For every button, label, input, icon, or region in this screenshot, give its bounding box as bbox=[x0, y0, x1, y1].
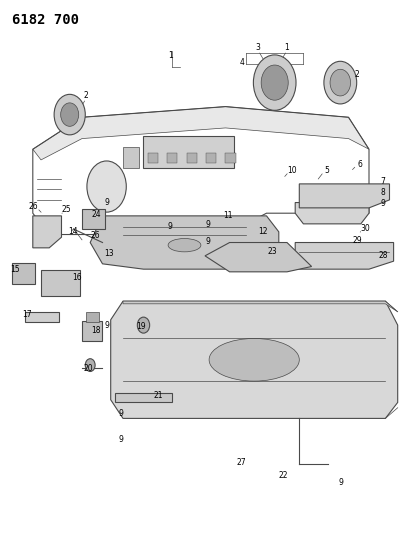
FancyBboxPatch shape bbox=[186, 153, 196, 163]
Text: 9: 9 bbox=[205, 221, 210, 229]
Text: 10: 10 bbox=[286, 166, 296, 175]
Circle shape bbox=[54, 94, 85, 135]
Polygon shape bbox=[294, 243, 393, 269]
Text: 19: 19 bbox=[136, 322, 146, 330]
FancyBboxPatch shape bbox=[167, 153, 177, 163]
Text: 26: 26 bbox=[29, 203, 38, 211]
Text: 16: 16 bbox=[72, 273, 82, 281]
Text: 18: 18 bbox=[91, 326, 101, 335]
Text: 26: 26 bbox=[90, 231, 100, 240]
Circle shape bbox=[85, 359, 95, 372]
Text: 9: 9 bbox=[104, 198, 109, 206]
Polygon shape bbox=[90, 216, 278, 269]
Text: 3: 3 bbox=[255, 44, 260, 52]
Text: 2: 2 bbox=[83, 92, 88, 100]
FancyBboxPatch shape bbox=[115, 393, 172, 402]
Circle shape bbox=[329, 69, 350, 96]
Text: 17: 17 bbox=[22, 310, 31, 319]
Text: 8: 8 bbox=[380, 189, 384, 197]
Polygon shape bbox=[204, 243, 311, 272]
Polygon shape bbox=[123, 301, 397, 312]
FancyBboxPatch shape bbox=[12, 263, 35, 284]
Text: 24: 24 bbox=[92, 210, 101, 219]
Text: 4: 4 bbox=[239, 59, 244, 67]
Circle shape bbox=[253, 55, 295, 110]
Text: 25: 25 bbox=[61, 205, 71, 214]
FancyBboxPatch shape bbox=[147, 153, 157, 163]
FancyBboxPatch shape bbox=[86, 312, 99, 322]
Text: 29: 29 bbox=[352, 237, 362, 245]
Text: 5: 5 bbox=[324, 166, 328, 175]
Circle shape bbox=[61, 103, 79, 126]
Text: 22: 22 bbox=[277, 471, 287, 480]
Text: 12: 12 bbox=[258, 228, 267, 236]
Ellipse shape bbox=[168, 239, 200, 252]
Text: 11: 11 bbox=[222, 212, 232, 220]
Text: 2: 2 bbox=[353, 70, 358, 79]
Text: 6182 700: 6182 700 bbox=[12, 13, 79, 27]
FancyBboxPatch shape bbox=[225, 153, 235, 163]
Text: 23: 23 bbox=[267, 247, 277, 256]
Ellipse shape bbox=[209, 338, 299, 381]
Polygon shape bbox=[33, 107, 368, 160]
Text: 15: 15 bbox=[10, 265, 20, 273]
Text: 9: 9 bbox=[205, 237, 210, 246]
FancyBboxPatch shape bbox=[123, 147, 139, 168]
Text: 30: 30 bbox=[359, 224, 369, 232]
Text: 27: 27 bbox=[236, 458, 245, 467]
FancyBboxPatch shape bbox=[25, 312, 59, 322]
Text: 6: 6 bbox=[357, 160, 362, 168]
Text: 9: 9 bbox=[118, 409, 123, 417]
Polygon shape bbox=[294, 203, 368, 224]
Text: 14: 14 bbox=[68, 228, 78, 236]
Text: 9: 9 bbox=[380, 199, 384, 208]
Polygon shape bbox=[33, 216, 61, 248]
Text: 21: 21 bbox=[153, 391, 162, 400]
FancyBboxPatch shape bbox=[205, 153, 216, 163]
Text: 9: 9 bbox=[338, 478, 343, 487]
FancyBboxPatch shape bbox=[143, 136, 233, 168]
Circle shape bbox=[87, 161, 126, 212]
Text: 28: 28 bbox=[378, 252, 387, 260]
Text: 13: 13 bbox=[103, 249, 113, 257]
Polygon shape bbox=[299, 184, 389, 208]
Text: 7: 7 bbox=[380, 177, 384, 185]
Text: 20: 20 bbox=[83, 365, 93, 373]
Circle shape bbox=[323, 61, 356, 104]
Circle shape bbox=[137, 317, 149, 333]
Text: 9: 9 bbox=[167, 222, 172, 231]
Polygon shape bbox=[110, 301, 397, 418]
Text: 1: 1 bbox=[284, 44, 289, 52]
FancyBboxPatch shape bbox=[41, 270, 80, 296]
Text: 1: 1 bbox=[167, 52, 172, 60]
Text: 9: 9 bbox=[104, 321, 109, 329]
Text: 9: 9 bbox=[118, 435, 123, 444]
FancyBboxPatch shape bbox=[82, 209, 104, 229]
Circle shape bbox=[261, 65, 288, 100]
FancyBboxPatch shape bbox=[82, 321, 102, 341]
